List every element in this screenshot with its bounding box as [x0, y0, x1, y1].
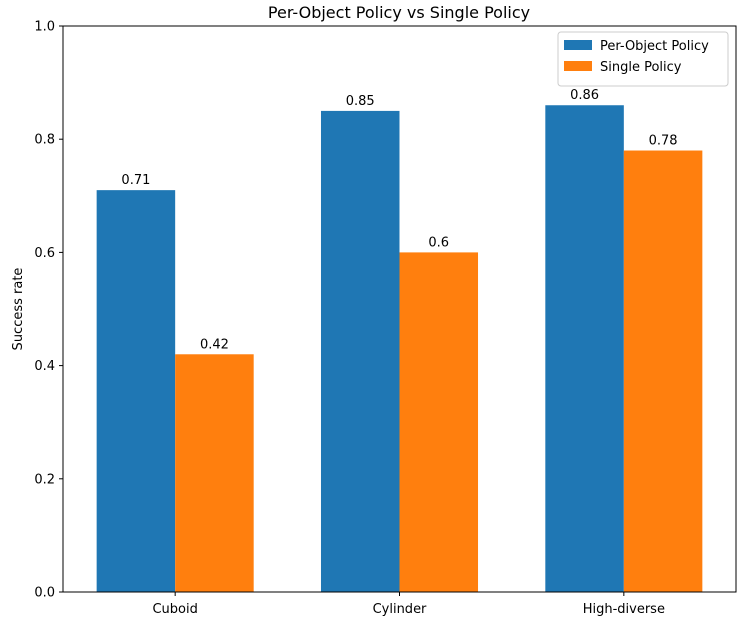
- legend-label: Per-Object Policy: [600, 39, 709, 54]
- legend-swatch: [564, 40, 592, 50]
- bar-per-object-high-diverse: [545, 105, 624, 593]
- bar-per-object-cuboid: [96, 190, 176, 592]
- y-tick-label: 0.8: [34, 133, 55, 148]
- bar-value-label: 0.86: [570, 88, 599, 103]
- chart-title: Per-Object Policy vs Single Policy: [268, 3, 530, 22]
- y-tick-label: 0.4: [34, 359, 55, 374]
- bar-value-label: 0.6: [428, 235, 449, 250]
- legend-box: [557, 31, 729, 87]
- legend-label: Single Policy: [600, 60, 682, 75]
- y-tick-label: 0.2: [34, 472, 55, 487]
- y-tick-label: 0.0: [34, 586, 55, 601]
- bar-single-cylinder: [399, 252, 479, 592]
- bar-single-high-diverse: [623, 150, 703, 592]
- y-axis-label: Success rate: [11, 268, 26, 351]
- x-tick-label: High-diverse: [583, 602, 665, 617]
- bar-value-label: 0.71: [121, 173, 150, 188]
- bar-per-object-cylinder: [320, 110, 400, 593]
- plot-frame: [62, 25, 737, 593]
- legend-swatch: [564, 61, 592, 71]
- x-tick-label: Cuboid: [152, 602, 197, 617]
- legend: Per-Object Policy Single Policy: [557, 31, 729, 87]
- bar-value-label: 0.78: [649, 134, 678, 149]
- y-tick-label: 1.0: [34, 20, 55, 35]
- bar-value-label: 0.85: [346, 94, 375, 109]
- bar-single-cuboid: [175, 354, 254, 592]
- y-tick-label: 0.6: [34, 246, 55, 261]
- plot-area: 0.0 0.2 0.4 0.6 0.8 1.0 Cuboid 0.71 0.42 Cylinder…: [34, 20, 737, 617]
- x-tick-label: Cylinder: [373, 602, 427, 617]
- bar-value-label: 0.42: [200, 337, 229, 352]
